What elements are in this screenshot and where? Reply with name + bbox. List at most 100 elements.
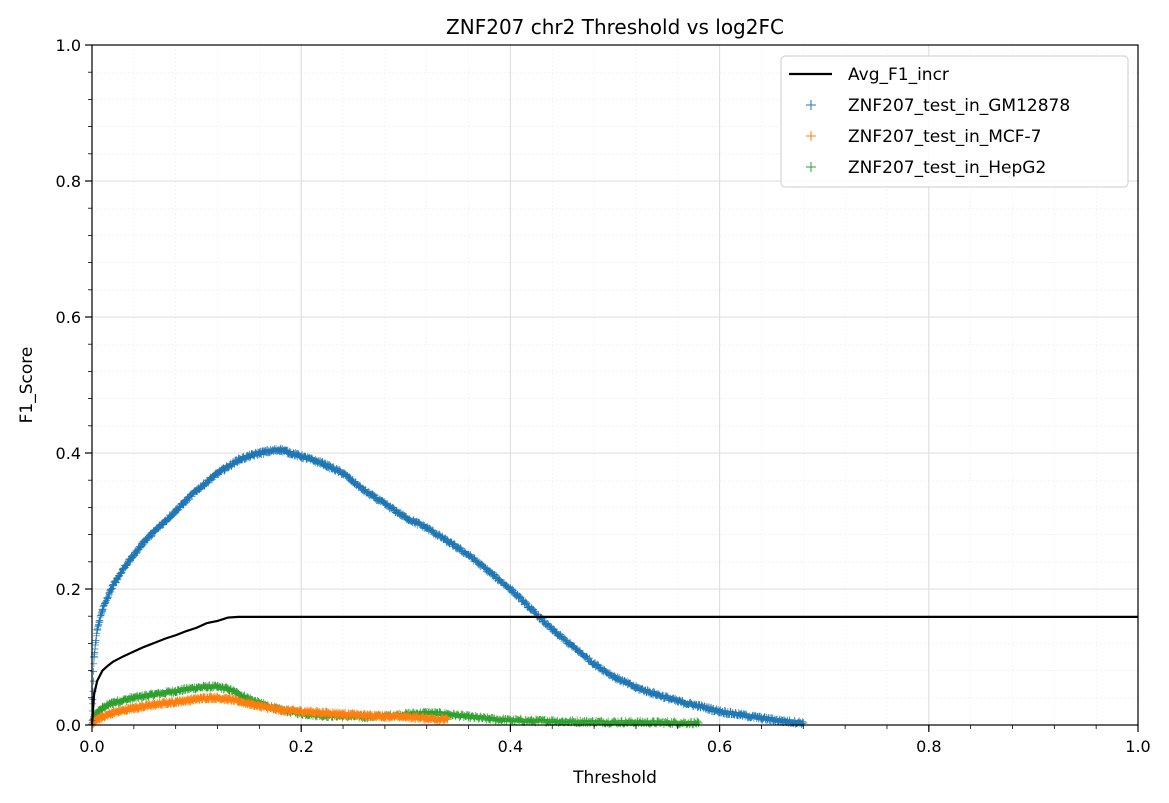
data-point (148, 531, 156, 539)
axis-ticks (85, 44, 1139, 732)
data-point (517, 593, 525, 601)
plot-area (88, 444, 1138, 729)
data-point (798, 720, 806, 728)
data-point (429, 526, 437, 534)
dense-points (88, 692, 451, 729)
data-point (221, 467, 229, 475)
line-layer (90, 615, 1138, 726)
data-point (322, 459, 330, 467)
data-point (107, 588, 115, 596)
y-tick-label: 0.4 (56, 444, 81, 463)
data-point (188, 492, 196, 500)
data-point (443, 714, 451, 722)
data-point (586, 654, 594, 662)
data-point (515, 592, 523, 600)
data-point (695, 700, 703, 708)
legend-plus-marker (806, 100, 816, 110)
data-point (102, 598, 110, 606)
y-tick-label: 0.6 (56, 308, 81, 327)
data-point (523, 600, 531, 608)
legend: Avg_F1_incr ZNF207_test_in_GM12878 ZNF20… (780, 55, 1129, 188)
y-tick-label: 0.0 (56, 716, 81, 735)
data-point (123, 562, 131, 570)
legend-marker-mcf7 (806, 131, 816, 141)
data-point (104, 592, 112, 600)
axis-tick-labels: 0.0 0.2 0.4 0.6 0.8 1.0 0.0 0.2 0.4 0.6 0.8 1.0 (56, 36, 1151, 756)
data-point (229, 686, 237, 694)
data-point (233, 688, 241, 696)
legend-marker-gm12878 (806, 100, 816, 110)
data-point (508, 585, 516, 593)
data-point (243, 455, 251, 463)
series-ZNF207_test_in_HepG2 (88, 681, 703, 729)
data-point (108, 585, 116, 593)
data-point (119, 565, 127, 573)
data-point (541, 617, 549, 625)
series-ZNF207_test_in_MCF-7 (88, 692, 452, 729)
data-point (593, 660, 601, 668)
data-point (104, 593, 112, 601)
y-tick-label: 0.2 (56, 580, 81, 599)
data-point (115, 572, 123, 580)
data-point (206, 685, 214, 693)
data-point (118, 569, 126, 577)
x-tick-label: 0.6 (707, 737, 732, 756)
legend-plus-marker (806, 131, 816, 141)
legend-label-gm12878: ZNF207_test_in_GM12878 (848, 96, 1070, 116)
data-point (693, 717, 701, 725)
data-point (458, 710, 466, 718)
data-point (90, 667, 98, 675)
data-point (467, 551, 475, 559)
data-point (104, 595, 112, 603)
avg-f1-incr-line (90, 615, 1138, 726)
y-axis-title: F1_Score (17, 347, 37, 424)
legend-plus-marker (806, 162, 816, 172)
dense-points (88, 681, 702, 729)
legend-label-avg: Avg_F1_incr (848, 65, 949, 85)
data-point (442, 715, 450, 723)
data-point (210, 474, 218, 482)
data-point (436, 708, 444, 716)
data-point (224, 464, 232, 472)
x-axis-title: Threshold (572, 768, 657, 788)
legend-label-hepg2: ZNF207_test_in_HepG2 (848, 158, 1046, 178)
data-point (223, 683, 231, 691)
legend-marker-hepg2 (806, 162, 816, 172)
data-point (174, 506, 182, 514)
data-point (89, 677, 97, 685)
legend-box (780, 55, 1129, 188)
data-point (516, 593, 524, 601)
data-point (646, 720, 654, 728)
data-point (583, 653, 591, 661)
data-point (482, 564, 490, 572)
data-point (712, 705, 720, 713)
data-point (701, 702, 709, 710)
data-point (133, 549, 141, 557)
data-point (443, 714, 451, 722)
data-point (170, 510, 178, 518)
y-tick-label: 1.0 (56, 36, 81, 55)
plot-frame (91, 44, 1139, 726)
data-point (480, 563, 488, 571)
chart-title: ZNF207 chr2 Threshold vs log2FC (446, 15, 784, 39)
x-tick-label: 0.2 (288, 737, 313, 756)
data-point (118, 569, 126, 577)
data-point (118, 565, 126, 573)
data-point (144, 693, 152, 701)
legend-label-mcf7: ZNF207_test_in_MCF-7 (848, 127, 1042, 147)
data-point (694, 718, 702, 726)
data-point (799, 718, 807, 726)
y-tick-label: 0.8 (56, 172, 81, 191)
x-tick-label: 0.0 (79, 737, 104, 756)
x-tick-label: 0.4 (498, 737, 523, 756)
data-point (184, 497, 192, 505)
x-tick-label: 0.8 (916, 737, 941, 756)
data-point (112, 579, 120, 587)
data-point (530, 606, 538, 614)
data-point (136, 544, 144, 552)
data-point (222, 693, 230, 701)
data-point (522, 599, 530, 607)
data-point (114, 575, 122, 583)
x-tick-label: 1.0 (1125, 737, 1150, 756)
